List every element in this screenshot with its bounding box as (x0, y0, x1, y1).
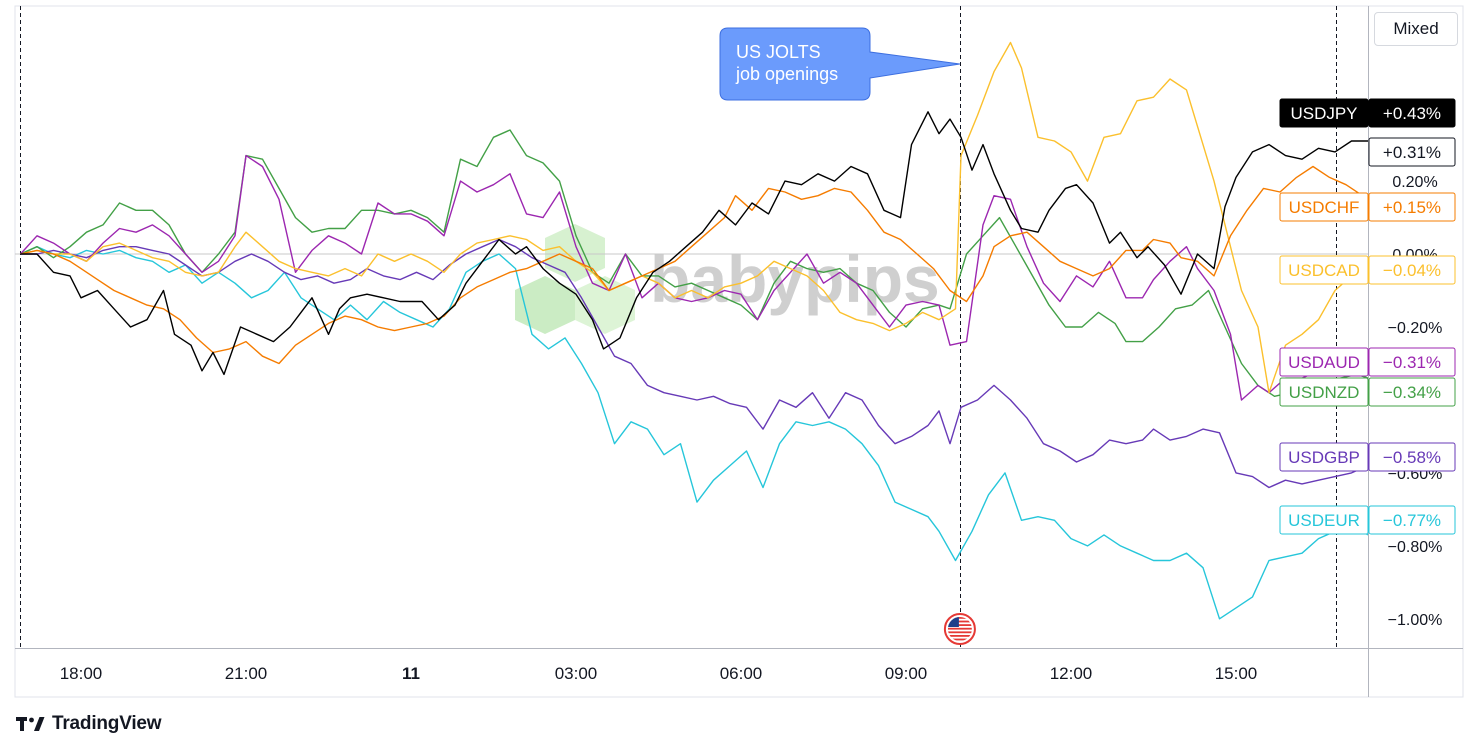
series-name: USDEUR (1288, 511, 1360, 530)
series-line-usdcad (20, 41, 1369, 394)
series-label-usdjpy-secondary: +0.31% (1368, 137, 1456, 167)
mixed-button[interactable]: Mixed (1374, 12, 1458, 46)
series-value: −0.31% (1383, 353, 1441, 372)
series-label-usdeur: USDEUR −0.77% (1279, 505, 1456, 535)
y-tick-label: 0.20% (1392, 174, 1437, 191)
chart-border (14, 5, 1464, 698)
guide-lines (15, 6, 1368, 648)
us-flag-icon (943, 613, 976, 645)
x-tick-label: 18:00 (60, 664, 103, 683)
series-label-usdchf: USDCHF +0.15% (1279, 192, 1456, 222)
series-label-usdjpy: USDJPY +0.43% (1279, 98, 1456, 128)
series-label-usdaud: USDAUD −0.31% (1279, 347, 1456, 377)
series-line-usdchf (20, 165, 1369, 365)
series-label-usdgbp: USDGBP −0.58% (1279, 442, 1456, 472)
series-label-usdcad: USDCAD −0.04% (1279, 255, 1456, 285)
series-labels: USDJPY +0.43% +0.31% USDCHF +0.15% USDCAD −0.0… (1279, 98, 1456, 535)
x-axis: 18:00 21:00 11 03:00 06:00 09:00 12:00 15:00 (60, 664, 1258, 683)
x-tick-label: 11 (402, 664, 420, 683)
tradingview-label: TradingView (52, 713, 162, 734)
series-name: USDCHF (1289, 198, 1360, 217)
x-tick-label: 12:00 (1050, 664, 1093, 683)
series-name: USDAUD (1288, 353, 1360, 372)
series-name: USDNZD (1289, 383, 1360, 402)
series-value: −0.77% (1383, 511, 1441, 530)
series-value: −0.04% (1383, 261, 1441, 280)
callout-line2: job openings (735, 64, 838, 84)
babypips-logo-icon (515, 224, 635, 334)
x-tick-label: 03:00 (555, 664, 598, 683)
callout-line1: US JOLTS (736, 42, 821, 62)
series-value: +0.31% (1383, 143, 1441, 162)
x-tick-label: 15:00 (1215, 664, 1258, 683)
series-line-usdjpy (20, 111, 1368, 376)
y-tick-label: −0.80% (1388, 539, 1443, 556)
x-tick-label: 06:00 (720, 664, 763, 683)
tradingview-logo-icon (16, 717, 45, 731)
tradingview-brand[interactable]: TradingView (16, 711, 162, 737)
x-tick-label: 21:00 (225, 664, 268, 683)
x-tick-label: 09:00 (885, 664, 928, 683)
series-name: USDCAD (1288, 261, 1360, 280)
series-line-usdeur (20, 246, 1369, 620)
series-name: USDJPY (1290, 104, 1357, 123)
series-value: +0.15% (1383, 198, 1441, 217)
watermark-text: babypips (650, 242, 940, 316)
y-tick-label: −0.20% (1388, 320, 1443, 337)
series-value: −0.58% (1383, 448, 1441, 467)
y-tick-label: −1.00% (1388, 612, 1443, 629)
series-value: +0.43% (1383, 104, 1441, 123)
callout-bubble (719, 27, 960, 101)
series-label-usdnzd: USDNZD −0.34% (1279, 377, 1456, 407)
series-value: −0.34% (1383, 383, 1441, 402)
series-line-usdgbp (20, 238, 1369, 489)
series-lines[interactable] (19, 41, 1369, 620)
series-name: USDGBP (1288, 448, 1360, 467)
